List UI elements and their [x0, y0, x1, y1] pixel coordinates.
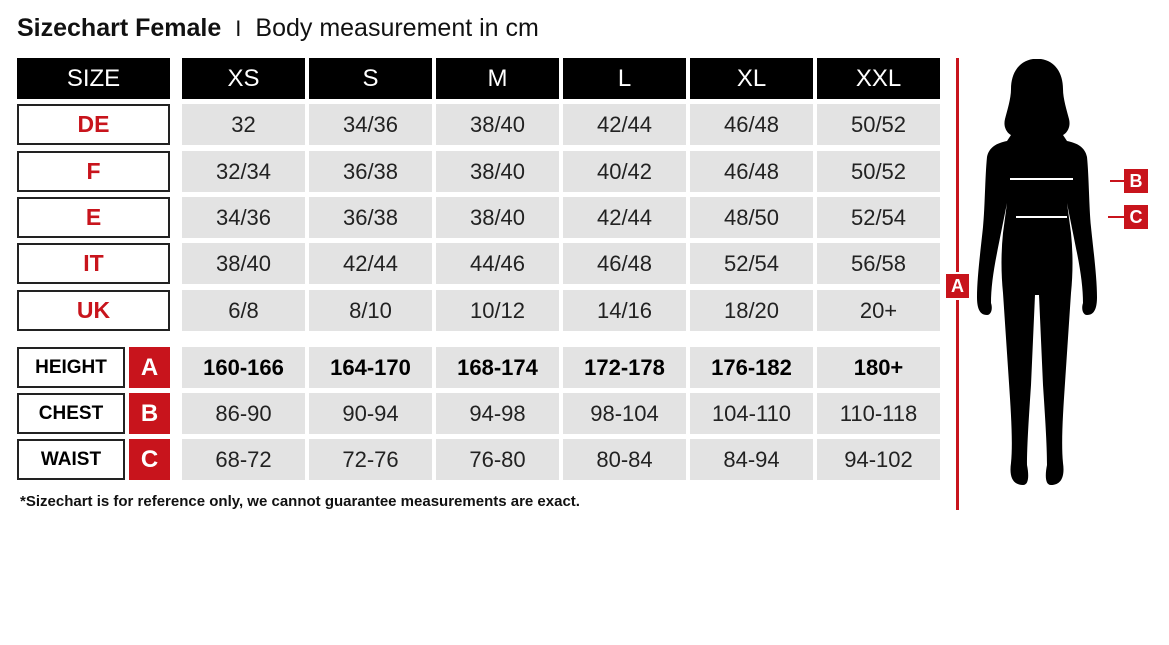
- table-cell: 90-94: [309, 393, 432, 434]
- waist-marker: C: [1124, 205, 1148, 229]
- header-size-xs: XS: [182, 58, 305, 99]
- table-cell: 98-104: [563, 393, 686, 434]
- table-cell: 38/40: [436, 104, 559, 145]
- table-cell: 80-84: [563, 439, 686, 480]
- row-label-height: HEIGHT: [17, 347, 125, 388]
- table-cell: 94-102: [817, 439, 940, 480]
- table-cell: 164-170: [309, 347, 432, 388]
- table-cell: 8/10: [309, 290, 432, 331]
- table-cell: 50/52: [817, 151, 940, 192]
- table-cell: 86-90: [182, 393, 305, 434]
- table-cell: 160-166: [182, 347, 305, 388]
- table-cell: 76-80: [436, 439, 559, 480]
- table-cell: 68-72: [182, 439, 305, 480]
- row-label-it: IT: [17, 243, 170, 284]
- table-cell: 52/54: [690, 243, 813, 284]
- page-title: Sizechart Female I Body measurement in cm: [17, 14, 539, 43]
- table-cell: 38/40: [436, 197, 559, 238]
- table-cell: 94-98: [436, 393, 559, 434]
- row-label-waist: WAIST: [17, 439, 125, 480]
- chest-marker: B: [1124, 169, 1148, 193]
- row-label-chest: CHEST: [17, 393, 125, 434]
- table-cell: 48/50: [690, 197, 813, 238]
- female-silhouette-icon: [977, 59, 1097, 485]
- table-cell: 38/40: [182, 243, 305, 284]
- title-main: Sizechart Female: [17, 14, 222, 42]
- table-cell: 6/8: [182, 290, 305, 331]
- table-cell: 42/44: [563, 104, 686, 145]
- table-cell: 32/34: [182, 151, 305, 192]
- table-cell: 40/42: [563, 151, 686, 192]
- table-cell: 168-174: [436, 347, 559, 388]
- header-size-m: M: [436, 58, 559, 99]
- table-cell: 42/44: [309, 243, 432, 284]
- row-label-f: F: [17, 151, 170, 192]
- row-letter-c: C: [129, 439, 170, 480]
- table-cell: 34/36: [309, 104, 432, 145]
- chest-tick: [1110, 180, 1126, 182]
- table-cell: 46/48: [690, 151, 813, 192]
- footnote: *Sizechart is for reference only, we can…: [20, 493, 580, 510]
- table-cell: 42/44: [563, 197, 686, 238]
- table-cell: 180+: [817, 347, 940, 388]
- title-subtitle: Body measurement in cm: [255, 14, 539, 42]
- row-letter-b: B: [129, 393, 170, 434]
- table-cell: 72-76: [309, 439, 432, 480]
- title-separator: I: [235, 16, 242, 41]
- header-size-label: SIZE: [17, 58, 170, 99]
- waist-tick: [1108, 216, 1126, 218]
- table-cell: 46/48: [563, 243, 686, 284]
- table-cell: 84-94: [690, 439, 813, 480]
- table-cell: 36/38: [309, 197, 432, 238]
- header-size-s: S: [309, 58, 432, 99]
- table-cell: 44/46: [436, 243, 559, 284]
- table-cell: 20+: [817, 290, 940, 331]
- table-cell: 36/38: [309, 151, 432, 192]
- header-size-xl: XL: [690, 58, 813, 99]
- header-size-l: L: [563, 58, 686, 99]
- table-cell: 50/52: [817, 104, 940, 145]
- row-label-de: DE: [17, 104, 170, 145]
- table-cell: 32: [182, 104, 305, 145]
- table-cell: 18/20: [690, 290, 813, 331]
- table-cell: 34/36: [182, 197, 305, 238]
- row-label-e: E: [17, 197, 170, 238]
- table-cell: 176-182: [690, 347, 813, 388]
- header-size-xxl: XXL: [817, 58, 940, 99]
- table-cell: 172-178: [563, 347, 686, 388]
- table-cell: 14/16: [563, 290, 686, 331]
- table-cell: 110-118: [817, 393, 940, 434]
- table-cell: 38/40: [436, 151, 559, 192]
- table-cell: 10/12: [436, 290, 559, 331]
- table-cell: 52/54: [817, 197, 940, 238]
- table-cell: 46/48: [690, 104, 813, 145]
- table-cell: 56/58: [817, 243, 940, 284]
- table-cell: 104-110: [690, 393, 813, 434]
- row-letter-a: A: [129, 347, 170, 388]
- row-label-uk: UK: [17, 290, 170, 331]
- height-marker: A: [944, 272, 971, 300]
